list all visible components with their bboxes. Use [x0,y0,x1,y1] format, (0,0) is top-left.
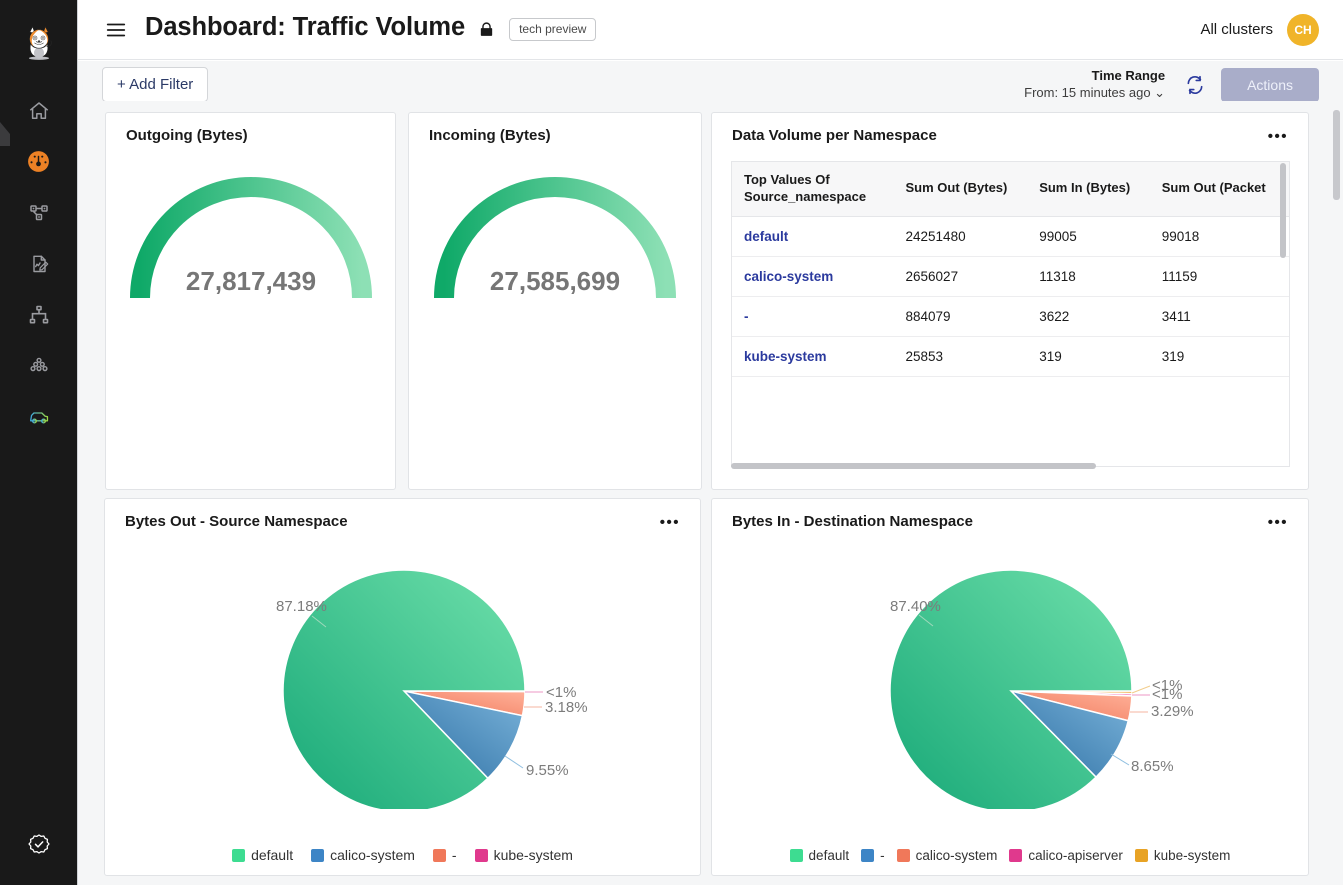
svg-text:3.29%: 3.29% [1151,703,1194,720]
svg-text:<1%: <1% [1152,677,1182,694]
svg-text:87.18%: 87.18% [276,598,327,615]
svg-text:9.55%: 9.55% [526,762,569,779]
svg-text:8.65%: 8.65% [1131,758,1174,775]
svg-text:87.40%: 87.40% [890,598,941,615]
svg-text:27,585,699: 27,585,699 [490,266,620,296]
svg-text:3.18%: 3.18% [545,699,588,716]
svg-text:<1%: <1% [546,684,576,701]
svg-text:27,817,439: 27,817,439 [185,266,315,296]
